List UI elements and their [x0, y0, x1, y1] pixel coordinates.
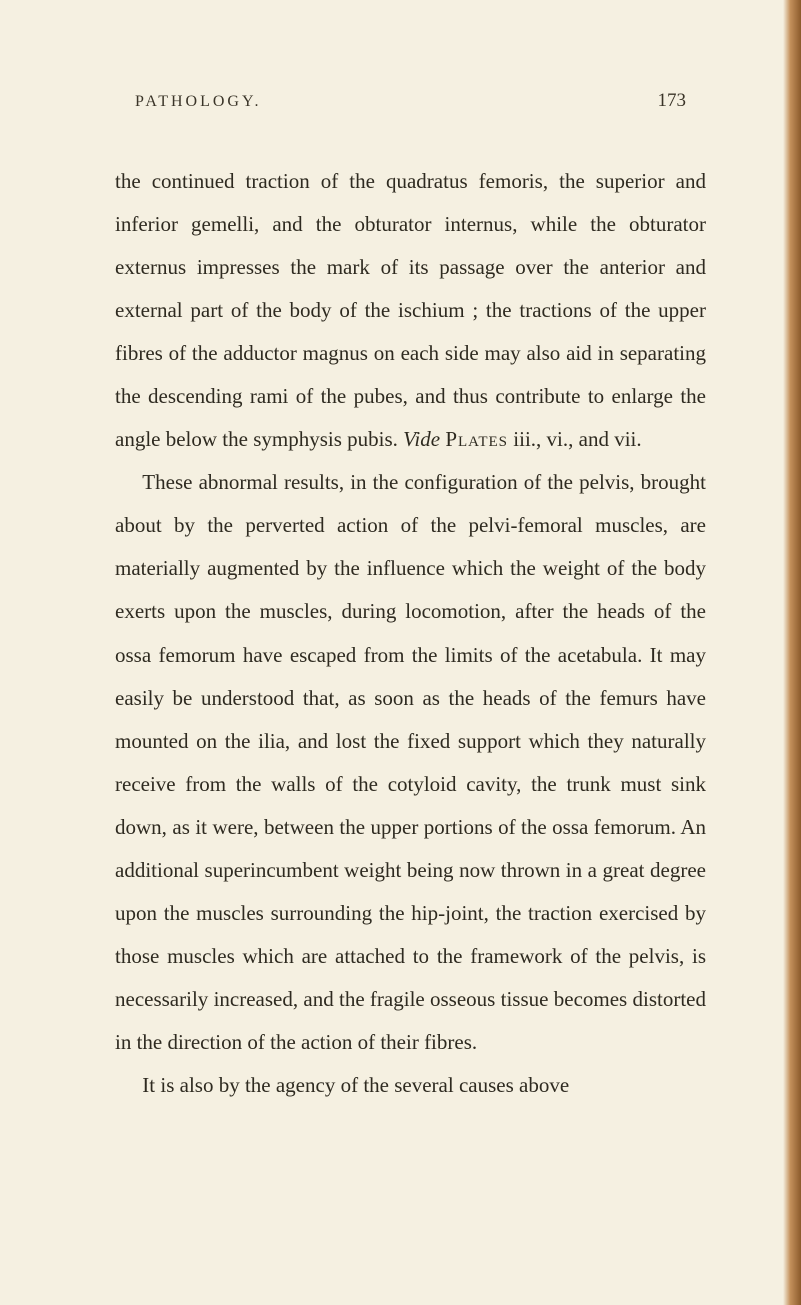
running-head: PATHOLOGY.: [135, 93, 261, 111]
page-number: 173: [658, 90, 687, 112]
page-header: PATHOLOGY. 173: [115, 90, 706, 112]
paragraph-1: the continued traction of the quadratus …: [115, 160, 706, 461]
page-edge-shadow: [783, 0, 801, 1305]
document-page: PATHOLOGY. 173 the continued traction of…: [0, 0, 801, 1305]
p1-smallcaps: Plates: [445, 427, 508, 451]
paragraph-3: It is also by the agency of the several …: [115, 1064, 706, 1107]
p1-text-a: the continued traction of the quadratus …: [115, 169, 706, 451]
p1-text-c: iii., vi., and vii.: [508, 427, 642, 451]
body-text: the continued traction of the quadratus …: [115, 160, 706, 1107]
paragraph-2: These abnormal results, in the configura…: [115, 461, 706, 1064]
p1-italic: Vide: [403, 427, 440, 451]
